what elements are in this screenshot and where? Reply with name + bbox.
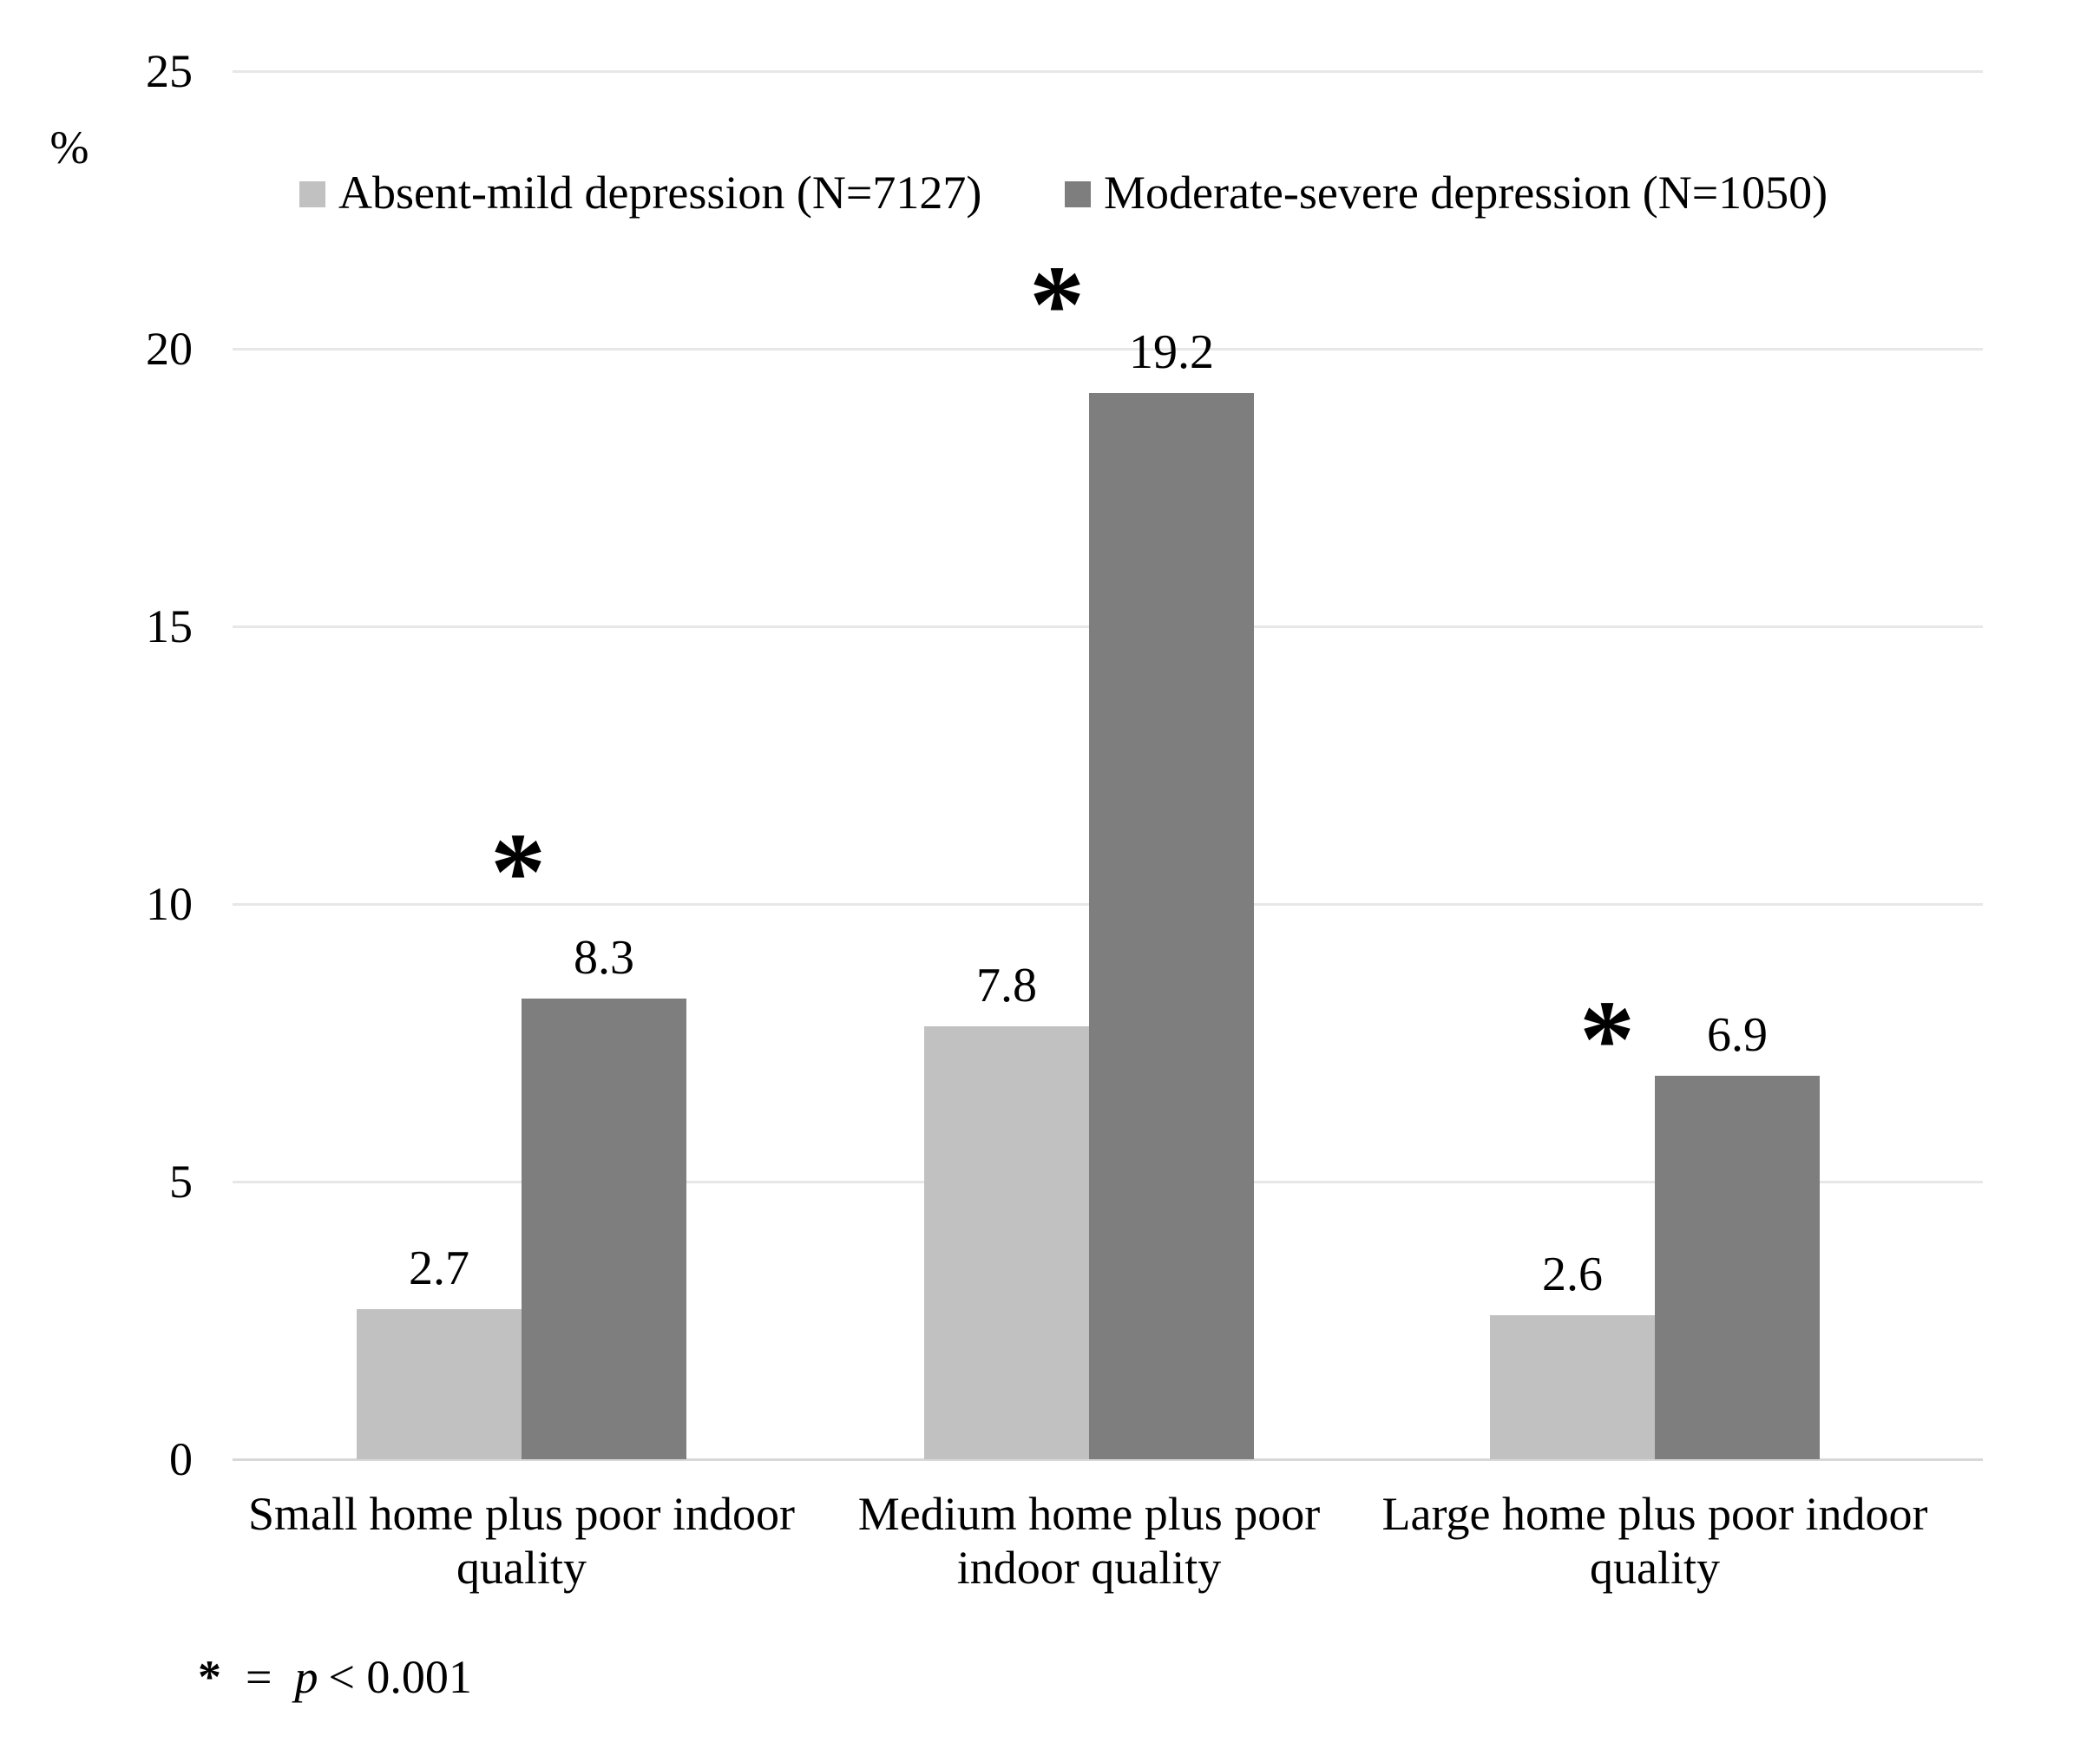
bar-value-label-series1-group1: 19.2 — [1129, 325, 1214, 379]
bar-series1-group0 — [522, 999, 686, 1459]
bar-series1-group2 — [1655, 1076, 1820, 1459]
category-label-group2: Large home plus poor indoor quality — [1360, 1487, 1950, 1595]
bar-series0-group0 — [357, 1309, 522, 1459]
y-tick-label-0: 0 — [169, 1433, 193, 1485]
bar-value-label-series0-group2: 2.6 — [1542, 1248, 1603, 1301]
bar-value-label-series0-group0: 2.7 — [409, 1241, 469, 1295]
significance-asterisk-group0: * — [490, 810, 546, 933]
category-label-group1: Medium home plus poor indoor quality — [794, 1487, 1384, 1595]
category-label-line: Large home plus poor indoor — [1381, 1488, 1928, 1540]
bar-value-label-series0-group1: 7.8 — [976, 959, 1037, 1012]
legend-label-moderate-severe: Moderate-severe depression (N=1050) — [1104, 167, 1828, 219]
footnote-equals: = — [246, 1651, 272, 1703]
y-tick-label-15: 15 — [146, 600, 193, 652]
y-axis-unit-label: % — [49, 121, 89, 174]
bar-series0-group2 — [1490, 1315, 1655, 1459]
y-tick-label-10: 10 — [146, 878, 193, 930]
bar-series1-group1 — [1089, 393, 1254, 1459]
category-label-line: indoor quality — [956, 1542, 1222, 1594]
footnote-p-variable: p — [294, 1651, 318, 1703]
gridline-20 — [233, 348, 1983, 350]
bar-value-label-series1-group0: 8.3 — [574, 931, 634, 985]
bar-series0-group1 — [924, 1026, 1089, 1459]
category-label-line: Small home plus poor indoor — [248, 1488, 795, 1540]
legend-swatch-moderate-severe-icon — [1065, 181, 1091, 207]
category-label-group0: Small home plus poor indoor quality — [226, 1487, 817, 1595]
y-tick-label-20: 20 — [146, 323, 193, 375]
significance-asterisk-group2: * — [1579, 978, 1635, 1101]
footnote-significance-marker: * — [198, 1651, 221, 1703]
legend-label-absent-mild: Absent-mild depression (N=7127) — [338, 167, 982, 219]
category-label-line: Medium home plus poor — [857, 1488, 1321, 1540]
y-tick-label-25: 25 — [146, 45, 193, 97]
category-label-line: quality — [456, 1542, 587, 1594]
significance-asterisk-group1: * — [1029, 243, 1085, 366]
y-tick-label-5: 5 — [169, 1156, 193, 1208]
footnote: * = p < 0.001 — [198, 1651, 472, 1703]
bar-value-label-series1-group2: 6.9 — [1707, 1008, 1768, 1062]
gridline-0 — [233, 1458, 1983, 1461]
footnote-condition: < 0.001 — [328, 1651, 472, 1703]
gridline-25 — [233, 70, 1983, 73]
legend-swatch-absent-mild-icon — [299, 181, 325, 207]
category-label-line: quality — [1590, 1542, 1720, 1594]
